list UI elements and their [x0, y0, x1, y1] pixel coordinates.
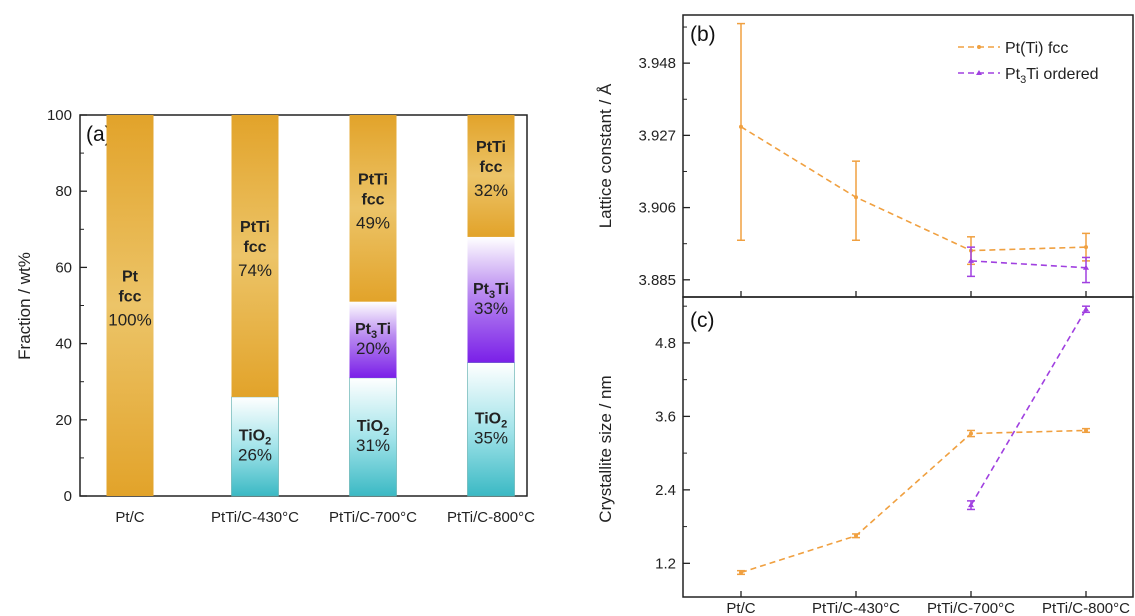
bar-segment-tio2 — [231, 396, 279, 497]
segment-name: Pt3Ti — [473, 281, 509, 301]
legend-orange-marker — [977, 45, 981, 49]
data-label: 33% — [474, 299, 508, 318]
segment-name: fcc — [243, 239, 266, 256]
y-tick-label: 60 — [55, 259, 72, 276]
y-tick-label: 3.927 — [638, 127, 676, 144]
bar-segment-pt_fcc — [106, 115, 154, 496]
bar-segment-tio2 — [467, 362, 515, 497]
panel-b-y-axis: 3.885 3.906 3.927 3.948 — [638, 26, 1087, 297]
panel-c-ylabel: Crystallite size / nm — [596, 375, 615, 522]
y-tick-label: 3.885 — [638, 272, 676, 289]
data-point — [968, 502, 974, 508]
segment-name: TiO2 — [475, 410, 508, 430]
panel-b-series — [737, 22, 1090, 284]
panel-c: (c) Crystallite size / nm 1.2 2.4 3.6 4.8 P… — [596, 296, 1134, 616]
y-tick-label: 2.4 — [655, 482, 676, 499]
segment-name: TiO2 — [239, 427, 272, 447]
y-tick-label: 40 — [55, 336, 72, 353]
data-label: 49% — [356, 213, 390, 232]
y-tick-label: 100 — [47, 107, 72, 124]
x-tick-label: Pt/C — [726, 600, 755, 616]
data-point — [968, 257, 974, 263]
x-tick-label: PtTi/C-430°C — [812, 600, 900, 616]
y-tick-label: 4.8 — [655, 335, 676, 352]
series-line-0 — [740, 126, 1087, 252]
panel-b: (b) Lattice constant / Å 3.885 3.906 3.927… — [596, 14, 1134, 298]
panel-c-x-axis: Pt/C PtTi/C-430°C PtTi/C-700°C PtTi/C-800°C — [726, 591, 1130, 616]
y-tick-label: 3.948 — [638, 55, 676, 72]
segment-name: TiO2 — [357, 418, 390, 438]
data-point — [969, 431, 973, 436]
segment-name: fcc — [118, 289, 141, 306]
segment-name: fcc — [479, 159, 502, 176]
panel-a-bars: Ptfcc100%TiO226%PtTifcc74%TiO231%Pt3Ti20… — [106, 115, 515, 497]
segment-name: fcc — [361, 191, 384, 208]
segment-name: PtTi — [476, 139, 506, 156]
legend-purple-marker — [976, 70, 982, 75]
data-label: 35% — [474, 428, 508, 447]
panel-a-label: (a) — [86, 123, 112, 146]
data-point — [854, 533, 858, 538]
bar-segment-pt_fcc — [467, 115, 515, 237]
data-label: 20% — [356, 339, 390, 358]
segment-name: Pt3Ti — [355, 321, 391, 341]
segment-name: PtTi — [240, 219, 270, 236]
x-tick-label: Pt/C — [115, 509, 144, 526]
data-point — [1083, 264, 1089, 270]
bar-segment-pt_fcc — [349, 115, 397, 302]
panel-b-frame — [682, 14, 1134, 298]
y-tick-label: 20 — [55, 412, 72, 429]
data-point — [739, 570, 743, 575]
y-tick-label: 3.6 — [655, 408, 676, 425]
x-tick-label: PtTi/C-800°C — [447, 509, 535, 526]
segment-name: PtTi — [358, 171, 388, 188]
panel-c-y-axis: 1.2 2.4 3.6 4.8 — [655, 305, 690, 572]
y-tick-label: 80 — [55, 183, 72, 200]
panel-b-legend: Pt(Ti) fcc Pt3Ti ordered — [958, 40, 1099, 86]
bar-segment-pt3ti — [467, 236, 515, 363]
data-point — [1084, 245, 1088, 250]
legend-purple-label: Pt3Ti ordered — [1005, 66, 1099, 86]
panel-a-ylabel: Fraction / wt% — [15, 252, 34, 360]
legend-orange-label: Pt(Ti) fcc — [1005, 40, 1068, 57]
series-line-1 — [970, 308, 1087, 506]
data-point — [739, 124, 743, 129]
data-point — [854, 195, 858, 200]
bar-segment-pt3ti — [349, 301, 397, 378]
segment-name: Pt — [122, 269, 139, 286]
panel-a-y-axis: 0 20 40 60 80 100 — [47, 107, 87, 505]
series-line-0 — [740, 429, 1087, 574]
y-tick-label: 0 — [64, 488, 72, 505]
x-tick-label: PtTi/C-700°C — [329, 509, 417, 526]
x-tick-label: PtTi/C-800°C — [1042, 600, 1130, 616]
data-label: 31% — [356, 436, 390, 455]
x-tick-label: PtTi/C-430°C — [211, 509, 299, 526]
data-label: 100% — [108, 311, 151, 330]
data-point — [1084, 428, 1088, 433]
panel-b-ylabel: Lattice constant / Å — [596, 83, 615, 228]
x-tick-label: PtTi/C-700°C — [927, 600, 1015, 616]
data-label: 26% — [238, 445, 272, 464]
panel-b-label: (b) — [690, 23, 716, 46]
panel-c-label: (c) — [690, 309, 715, 332]
series-line-1 — [970, 260, 1087, 269]
panel-c-frame — [682, 296, 1134, 598]
data-point — [1083, 306, 1089, 312]
bar-segment-pt_fcc — [231, 115, 279, 397]
y-tick-label: 1.2 — [655, 555, 676, 572]
y-tick-label: 3.906 — [638, 200, 676, 217]
data-label: 32% — [474, 181, 508, 200]
data-label: 74% — [238, 261, 272, 280]
panel-c-series — [737, 305, 1090, 576]
